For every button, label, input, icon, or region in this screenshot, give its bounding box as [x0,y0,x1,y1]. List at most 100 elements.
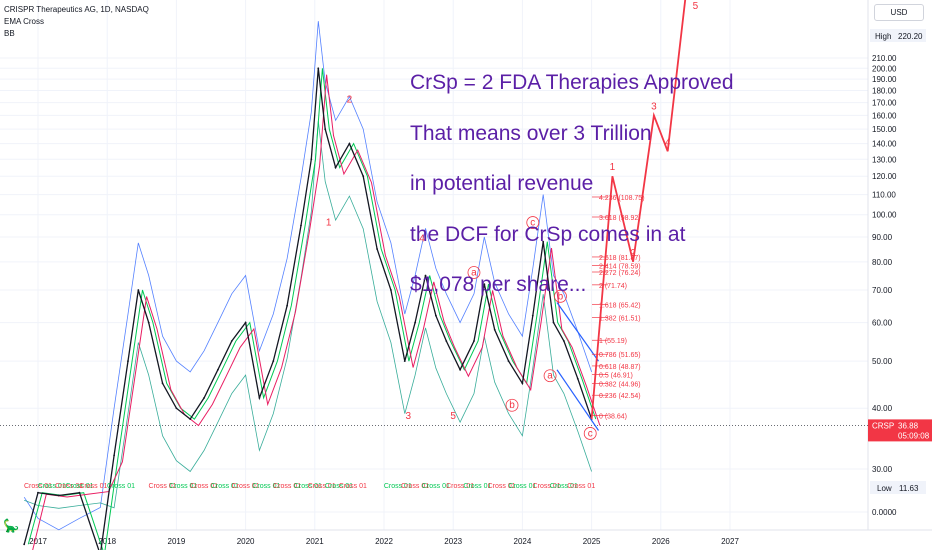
cross-label: Cross 01 [339,483,367,490]
low-badge [870,481,926,494]
projection-line [590,0,687,420]
y-tick-label: 40.00 [872,404,893,413]
wave-label: 5 [450,411,456,422]
price-point [310,158,313,161]
cross-label: Cross 01 [273,483,301,490]
wave-label: b [558,291,564,302]
channel-upper-line [556,302,600,362]
tradingview-logo-icon[interactable]: 🦕 [3,518,20,533]
price-point [459,368,462,371]
price-point [37,491,39,494]
x-tick-label: 2026 [652,537,670,546]
x-tick-label: 2019 [168,537,186,546]
price-point [137,289,140,291]
price-point [272,360,275,363]
fib-level-label: 0 (38.64) [599,414,627,421]
wave-label-circle [505,398,519,412]
y-tick-label: 60.00 [872,319,893,328]
price-point [507,360,510,363]
price-point [576,377,579,380]
x-tick-label: 2023 [444,537,462,546]
price-point [445,340,448,342]
y-tick-label: 50.00 [872,357,893,366]
annotation-line-3: in potential revenue [410,172,594,195]
projection-wave-label: 4 [665,137,671,148]
fib-level-label: 1.618 (65.42) [599,302,641,309]
price-point [334,166,337,169]
price-point [424,274,427,277]
price-point [531,314,534,317]
grid [0,0,868,530]
price-badge-value: 36.88 [898,421,919,430]
y-tick-label: 130.00 [872,155,897,164]
wave-label: a [471,267,477,278]
wave-label-circle [554,289,567,303]
y-tick-label: 100.00 [872,211,897,220]
y-tick-label: 150.00 [872,125,897,134]
cross-label: Cross 01 [190,483,218,490]
price-point [217,368,219,371]
wave-labels: 1 2 3 4 a 5 b c a b c [326,95,597,440]
price-point [493,328,496,331]
channel-lower-line [556,369,600,431]
price-point [390,289,392,291]
cross-label: Cross 01 [508,483,536,490]
annotation-line-5: $1,078 per share... [410,273,587,296]
price-point [317,67,320,70]
low-value: 11.63 [899,484,919,493]
fib-level-label: 2 (71.74) [599,283,627,290]
cross-label: Cross 01 [55,483,83,490]
price-point [127,360,129,363]
y-tick-label: 0.0000 [872,508,897,517]
indicator-bb[interactable]: BB [4,29,15,38]
x-tick-label: 2022 [375,537,393,546]
cross-label: Cross 01 [232,483,260,490]
bb-lower-band [24,120,592,509]
y-tick-label: 110.00 [872,191,896,200]
price-point [113,454,116,457]
wave-label-circle [467,266,481,279]
x-tick-label: 2025 [583,537,601,546]
wave-label-circle [583,427,597,440]
indicator-ema-cross[interactable]: EMA Cross [4,17,45,26]
price-badge-symbol: CRSP [872,421,894,430]
cross-label: Cross 01 [533,483,561,490]
price-point [435,314,437,317]
wave-label: c [588,428,593,439]
y-tick-label: 120.00 [872,172,897,181]
cross-label: Cross 01 [169,483,197,490]
y-axis: 0.000020.0030.0040.0050.0060.0070.0080.0… [867,0,897,530]
y-tick-label: 140.00 [872,140,897,149]
cross-label: Cross 01 [384,483,412,490]
wave-label: 3 [405,411,411,422]
price-point [189,418,192,420]
price-point [324,128,327,130]
price-point [286,304,289,307]
projection-wave-label: 1 [610,162,616,173]
x-tick-label: 2018 [98,537,116,546]
wave-label: c [530,218,535,229]
price-point [414,321,417,324]
annotation-text: CrSp = 2 FDA Therapies Approved That mea… [410,58,734,311]
cross-label: Cross 01 [24,483,52,490]
high-value: 220.20 [898,32,923,41]
annotation-line-4: the DCF for CrSp comes in at [410,222,686,246]
fib-level-label: 2.414 (78.59) [599,264,641,271]
price-point [362,175,365,178]
x-tick-label: 2020 [237,537,255,546]
y-tick-label: 30.00 [872,465,893,474]
symbol-title[interactable]: CRISPR Therapeutics AG, 1D, NASDAQ [4,5,149,14]
y-tick-label: 70.00 [872,286,893,295]
price-point [161,382,164,385]
price-point [244,321,247,324]
price-badge-countdown: 05:09:08 [898,431,930,440]
cross-label: Cross 01 [66,483,94,490]
fib-level-label: 0.786 (51.65) [599,352,641,359]
price-point [175,407,178,410]
currency-button[interactable]: USD [874,4,924,21]
y-tick-label: 80.00 [872,258,893,267]
y-tick-label: 210.00 [872,54,897,63]
price-point [403,360,406,363]
